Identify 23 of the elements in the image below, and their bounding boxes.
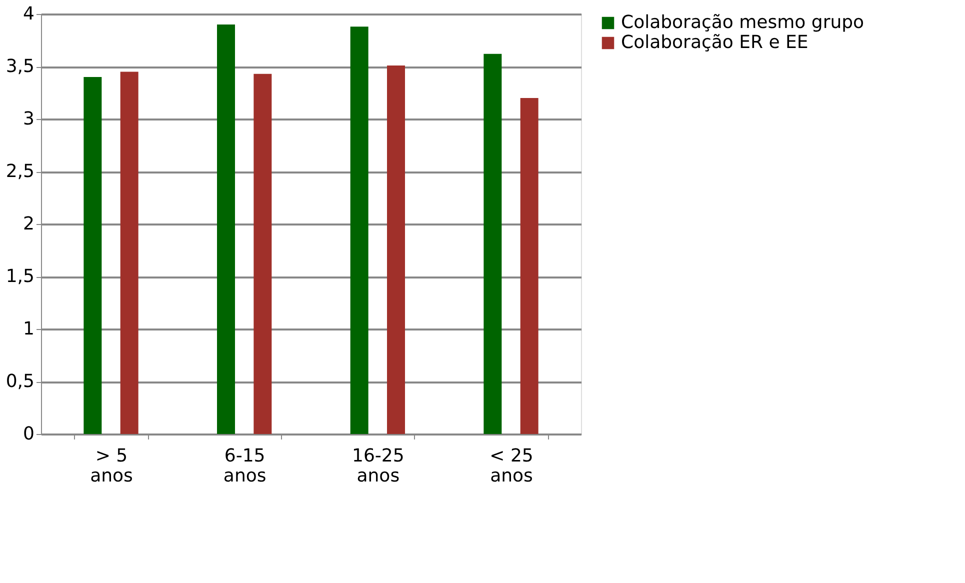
- legend-label: Colaboração mesmo grupo: [621, 12, 864, 33]
- x-tick-label: 6-15 anos: [223, 446, 266, 486]
- y-tick-label: 4: [23, 4, 34, 24]
- bar: [350, 26, 368, 434]
- bar: [120, 72, 138, 434]
- bar: [254, 74, 272, 434]
- y-tick-label: 3,5: [6, 56, 34, 77]
- y-tick-label: 0: [23, 424, 34, 444]
- legend-label: Colaboração ER e EE: [621, 32, 808, 53]
- x-tick-label: 16-25 anos: [352, 446, 404, 486]
- x-tick-label: < 25 anos: [490, 446, 534, 486]
- x-tick-label: > 5 anos: [90, 446, 133, 486]
- y-tick-label: 2,5: [6, 161, 34, 182]
- bar: [520, 98, 538, 434]
- y-tick-label: 0,5: [6, 371, 34, 392]
- y-tick-label: 3: [23, 108, 34, 130]
- y-tick-label: 2: [23, 214, 34, 234]
- bar: [84, 77, 102, 434]
- y-tick-label: 1,5: [6, 266, 34, 287]
- bar: [217, 24, 235, 434]
- bar: [387, 65, 405, 434]
- bar: [484, 54, 502, 434]
- y-tick-label: 1: [23, 318, 34, 340]
